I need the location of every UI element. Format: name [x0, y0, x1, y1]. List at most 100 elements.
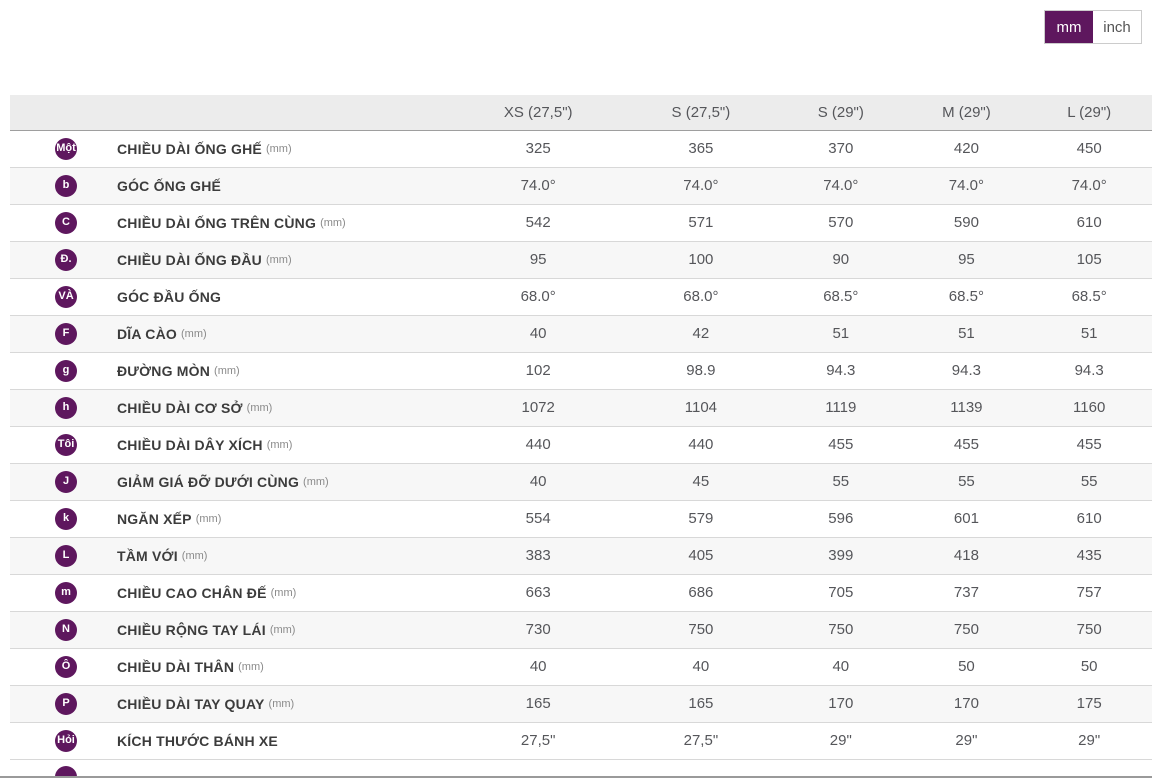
row-badge: g [55, 359, 77, 382]
row-label: CHIỀU DÀI ỐNG GHẾ [117, 140, 262, 157]
cell-value: 102 [449, 351, 627, 389]
row-badge: F [55, 322, 77, 345]
row-label-cell: Đ. CHIỀU DÀI ỐNG ĐẦU (mm) [10, 240, 450, 278]
row-badge: L [55, 544, 77, 567]
table-row: VÀ GÓC ĐẦU ỐNG 68.0° 68.0° 68.5° 68.5° 68.5° [10, 277, 1152, 315]
row-label-cell: Ô CHIỀU DÀI THÂN (mm) [10, 647, 450, 685]
row-label-cell: Hỏi KÍCH THƯỚC BÁNH XE [10, 721, 450, 760]
header-label-cell [10, 95, 450, 131]
row-unit: (mm) [266, 438, 293, 451]
table-row: m CHIỀU CAO CHÂN ĐẾ (mm) 663 686 705 737 757 [10, 573, 1152, 611]
table-row: C CHIỀU DÀI ỐNG TRÊN CÙNG (mm) 542 571 570 590… [10, 203, 1152, 241]
cell-value: 94.3 [1026, 351, 1152, 389]
row-label: CHIỀU CAO CHÂN ĐẾ [117, 584, 267, 601]
row-unit: (mm) [181, 549, 208, 562]
cell-value: 365 [626, 130, 776, 167]
row-badge: C [55, 211, 77, 234]
row-label: KÍCH THƯỚC BÁNH XE [117, 732, 278, 749]
table-row: g ĐƯỜNG MÒN (mm) 102 98.9 94.3 94.3 94.3 [10, 351, 1152, 389]
row-badge: h [55, 396, 77, 419]
cell-value: 95 [449, 240, 627, 278]
geometry-table: XS (27,5") S (27,5") S (29") M (29") L (29")… [10, 95, 1152, 760]
cell-value: 40 [449, 314, 627, 352]
cell-value: 68.0° [449, 277, 627, 315]
cell-value: 418 [906, 536, 1027, 574]
cell-value: 40 [775, 647, 907, 685]
row-badge: Đ. [55, 248, 77, 271]
cell-value: 610 [1026, 499, 1152, 537]
row-unit: (mm) [195, 512, 222, 525]
cell-value: 40 [449, 647, 627, 685]
row-unit: (mm) [265, 142, 292, 155]
cell-value: 554 [449, 499, 627, 537]
row-label-cell: g ĐƯỜNG MÒN (mm) [10, 351, 450, 389]
column-header: L (29") [1026, 95, 1152, 131]
cell-value: 1139 [906, 388, 1027, 426]
row-label: DĨA CÀO [117, 325, 177, 342]
unit-inch-button[interactable]: inch [1093, 11, 1141, 43]
cell-value: 1072 [449, 388, 627, 426]
cell-value: 55 [775, 462, 907, 500]
cell-value: 579 [626, 499, 776, 537]
cell-value: 750 [775, 610, 907, 648]
row-unit: (mm) [238, 660, 264, 673]
cell-value: 40 [626, 647, 776, 685]
cell-value: 29" [1026, 721, 1152, 760]
unit-toggle: mm inch [1044, 10, 1142, 44]
cell-value: 450 [1026, 130, 1152, 167]
row-label: GÓC ỐNG GHẾ [117, 177, 222, 194]
cell-value: 455 [906, 425, 1027, 463]
column-header: XS (27,5") [449, 95, 627, 131]
row-label-cell: Một CHIỀU DÀI ỐNG GHẾ (mm) [10, 130, 450, 167]
row-unit: (mm) [320, 216, 346, 229]
row-unit: (mm) [303, 475, 329, 488]
row-badge: N [55, 618, 77, 641]
cell-value: 50 [906, 647, 1027, 685]
cell-value: 68.0° [626, 277, 776, 315]
cell-value: 29" [775, 721, 907, 760]
cell-value: 74.0° [906, 166, 1027, 204]
row-unit: (mm) [246, 401, 273, 414]
row-badge [55, 766, 77, 776]
row-badge: P [55, 692, 77, 715]
column-header: S (27,5") [626, 95, 776, 131]
row-label: GÓC ĐẦU ỐNG [117, 288, 222, 305]
cell-value: 74.0° [626, 166, 776, 204]
cell-value: 399 [775, 536, 907, 574]
row-badge: k [55, 507, 77, 530]
table-row: J GIẢM GIÁ ĐỠ DƯỚI CÙNG (mm) 40 45 55 55 55 [10, 462, 1152, 500]
cell-value: 29" [906, 721, 1027, 760]
row-unit: (mm) [265, 253, 292, 266]
table-row: h CHIỀU DÀI CƠ SỞ (mm) 1072 1104 1119 1139 1160 [10, 388, 1152, 426]
cell-value: 98.9 [626, 351, 776, 389]
cell-value: 750 [1026, 610, 1152, 648]
table-row: Một CHIỀU DÀI ỐNG GHẾ (mm) 325 365 370 420 450 [10, 130, 1152, 167]
row-badge: Tôi [55, 433, 77, 456]
table-row: Đ. CHIỀU DÀI ỐNG ĐẦU (mm) 95 100 90 95 105 [10, 240, 1152, 278]
cell-value: 440 [449, 425, 627, 463]
cell-value: 27,5" [449, 721, 627, 760]
row-label-cell: k NGĂN XẾP (mm) [10, 499, 450, 537]
cell-value: 100 [626, 240, 776, 278]
row-label-cell: m CHIỀU CAO CHÂN ĐẾ (mm) [10, 573, 450, 611]
row-label: CHIỀU DÀI CƠ SỞ [117, 399, 243, 416]
cell-value: 170 [906, 684, 1027, 722]
cell-value: 68.5° [1026, 277, 1152, 315]
row-label: GIẢM GIÁ ĐỠ DƯỚI CÙNG [117, 473, 300, 490]
unit-mm-button[interactable]: mm [1045, 11, 1093, 43]
row-label-cell: VÀ GÓC ĐẦU ỐNG [10, 277, 450, 315]
cell-value: 68.5° [775, 277, 907, 315]
cell-value: 571 [626, 203, 776, 241]
table-row: k NGĂN XẾP (mm) 554 579 596 601 610 [10, 499, 1152, 537]
table-header-row: XS (27,5") S (27,5") S (29") M (29") L (29") [10, 95, 1152, 131]
row-label: NGĂN XẾP [117, 510, 192, 527]
cell-value: 55 [1026, 462, 1152, 500]
row-label: ĐƯỜNG MÒN [117, 362, 211, 379]
row-unit: (mm) [181, 327, 207, 340]
cell-value: 51 [906, 314, 1027, 352]
cell-value: 94.3 [906, 351, 1027, 389]
row-unit: (mm) [268, 697, 295, 710]
table-row: N CHIỀU RỘNG TAY LÁI (mm) 730 750 750 750 750 [10, 610, 1152, 648]
cell-value: 27,5" [626, 721, 776, 760]
